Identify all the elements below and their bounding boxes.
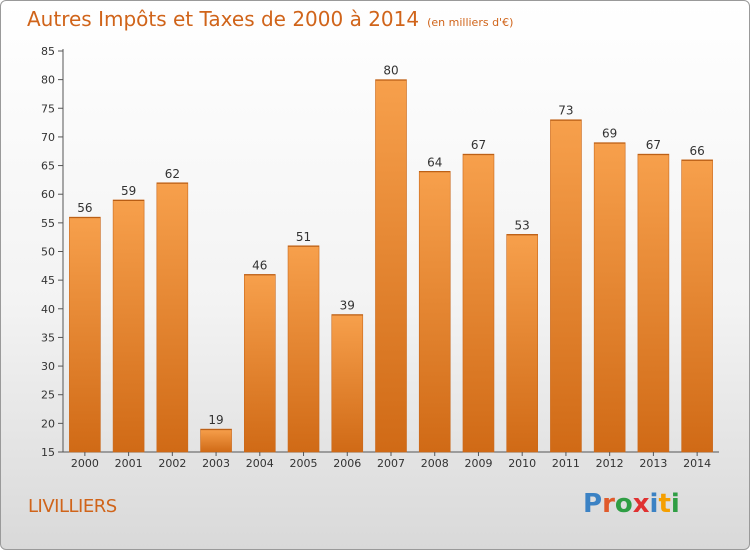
y-tick-label: 50 bbox=[41, 246, 55, 259]
logo-letter: x bbox=[632, 489, 650, 519]
bar bbox=[550, 119, 582, 453]
data-label: 56 bbox=[77, 201, 92, 215]
x-tick-label: 2011 bbox=[552, 457, 580, 470]
bar bbox=[244, 274, 276, 453]
x-tick-label: 2008 bbox=[421, 457, 449, 470]
y-tick-label: 55 bbox=[41, 217, 55, 230]
x-tick-label: 2003 bbox=[202, 457, 230, 470]
y-tick-label: 15 bbox=[41, 446, 55, 459]
y-tick-label: 45 bbox=[41, 274, 55, 287]
y-tick-label: 85 bbox=[41, 45, 55, 58]
x-tick-label: 2002 bbox=[158, 457, 186, 470]
data-label: 73 bbox=[558, 104, 573, 118]
data-label: 19 bbox=[208, 413, 223, 427]
y-tick-label: 35 bbox=[41, 331, 55, 344]
bar bbox=[375, 79, 407, 453]
y-tick-label: 75 bbox=[41, 102, 55, 115]
bar bbox=[593, 142, 626, 453]
data-label: 59 bbox=[121, 184, 136, 198]
logo-letter: r bbox=[602, 489, 615, 519]
bar bbox=[200, 428, 232, 453]
x-tick-label: 2007 bbox=[377, 457, 405, 470]
data-label: 39 bbox=[340, 299, 355, 313]
data-label: 64 bbox=[427, 155, 442, 169]
bar bbox=[418, 171, 451, 453]
bar bbox=[637, 153, 670, 453]
data-label: 53 bbox=[515, 218, 530, 232]
proxiti-logo: Proxiti bbox=[583, 489, 680, 519]
data-label: 62 bbox=[165, 167, 180, 181]
y-tick-label: 60 bbox=[41, 188, 55, 201]
x-tick-label: 2004 bbox=[246, 457, 274, 470]
x-tick-label: 2005 bbox=[290, 457, 318, 470]
y-tick-label: 25 bbox=[41, 389, 55, 402]
data-label: 51 bbox=[296, 230, 311, 244]
data-label: 80 bbox=[383, 64, 398, 78]
logo-letter: i bbox=[670, 489, 680, 519]
bar bbox=[69, 216, 101, 453]
logo-letter: P bbox=[583, 489, 603, 519]
data-label: 67 bbox=[471, 138, 486, 152]
data-label: 66 bbox=[689, 144, 704, 158]
y-tick-label: 80 bbox=[41, 74, 55, 87]
title-text: Autres Impôts et Taxes de 2000 à 2014 bbox=[27, 7, 420, 31]
x-tick-label: 2014 bbox=[683, 457, 711, 470]
bar bbox=[506, 234, 539, 453]
data-label: 67 bbox=[646, 138, 661, 152]
x-tick-label: 2001 bbox=[115, 457, 143, 470]
commune-name: LIVILLIERS bbox=[28, 496, 117, 517]
chart-subtitle: (en milliers d'€) bbox=[427, 16, 514, 29]
bar bbox=[287, 245, 320, 453]
bar bbox=[112, 199, 145, 453]
bar bbox=[681, 159, 713, 453]
bar bbox=[331, 314, 364, 453]
y-tick-label: 40 bbox=[41, 303, 55, 316]
logo-letter: t bbox=[658, 489, 671, 519]
x-tick-label: 2000 bbox=[71, 457, 99, 470]
bar bbox=[156, 182, 189, 453]
x-tick-label: 2013 bbox=[639, 457, 667, 470]
bar bbox=[462, 153, 495, 453]
data-label: 69 bbox=[602, 127, 617, 141]
x-tick-label: 2012 bbox=[596, 457, 624, 470]
chart-title: Autres Impôts et Taxes de 2000 à 2014 (en… bbox=[27, 7, 513, 31]
y-tick-label: 65 bbox=[41, 160, 55, 173]
x-tick-label: 2010 bbox=[508, 457, 536, 470]
data-label: 46 bbox=[252, 258, 267, 272]
logo-letter: o bbox=[614, 489, 633, 519]
x-tick-label: 2009 bbox=[464, 457, 492, 470]
logo-letter: i bbox=[649, 489, 659, 519]
x-tick-label: 2006 bbox=[333, 457, 361, 470]
y-tick-label: 30 bbox=[41, 360, 55, 373]
y-tick-label: 20 bbox=[41, 417, 55, 430]
y-tick-label: 70 bbox=[41, 131, 55, 144]
